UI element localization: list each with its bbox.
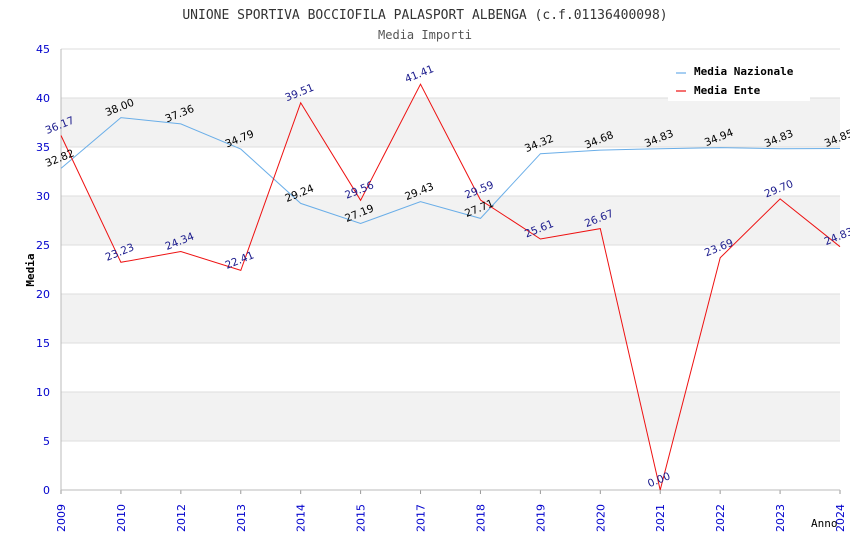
legend-label-nazionale: Media Nazionale [694, 65, 794, 78]
x-tick-label: 2019 [534, 504, 547, 532]
x-tick-label: 2023 [774, 504, 787, 532]
x-tick-label: 2009 [55, 504, 68, 532]
y-tick-label: 20 [36, 288, 50, 301]
x-tick-label: 2012 [175, 504, 188, 532]
series-lines [60, 83, 841, 491]
legend: Media Nazionale Media Ente [668, 60, 810, 101]
series-line-ente [60, 83, 841, 491]
x-tick-label: 2024 [834, 504, 847, 532]
y-tick-label: 5 [43, 435, 50, 448]
plot-band [61, 294, 840, 343]
plot-bands [61, 98, 840, 441]
y-tick-label: 0 [43, 484, 50, 497]
plot-band [61, 196, 840, 245]
y-axis-label: Media [24, 253, 37, 286]
y-tick-label: 10 [36, 386, 50, 399]
x-tick-label: 2014 [295, 504, 308, 532]
y-tick-label: 15 [36, 337, 50, 350]
x-axis-label: Anno [811, 517, 838, 530]
axes [60, 49, 841, 494]
tick-labels: 0 5 10 15 20 25 30 35 40 45 2009 2010 2012 2013 2014 20… [36, 43, 847, 532]
plot-band [61, 392, 840, 441]
legend-label-ente: Media Ente [694, 84, 761, 97]
x-tick-label: 2010 [115, 504, 128, 532]
x-tick-label: 2013 [235, 504, 248, 532]
gridlines [61, 48, 840, 491]
chart-subtitle: Media Importi [378, 28, 472, 42]
x-tick-label: 2022 [714, 504, 727, 532]
x-tick-label: 2017 [415, 504, 428, 532]
x-tick-label: 2015 [355, 504, 368, 532]
y-tick-label: 30 [36, 190, 50, 203]
y-tick-label: 25 [36, 239, 50, 252]
x-tick-label: 2018 [474, 504, 487, 532]
x-tick-label: 2021 [654, 504, 667, 532]
legend-box [668, 60, 810, 101]
x-tick-label: 2020 [594, 504, 607, 532]
plot-band [61, 98, 840, 147]
y-tick-label: 35 [36, 141, 50, 154]
data-label-ente: 22.41 [223, 249, 255, 271]
data-label-ente: 41.41 [403, 63, 435, 85]
series-line-nazionale [60, 117, 841, 225]
y-tick-label: 40 [36, 92, 50, 105]
y-tick-label: 45 [36, 43, 50, 56]
chart-title: UNIONE SPORTIVA BOCCIOFILA PALASPORT ALB… [182, 8, 667, 23]
